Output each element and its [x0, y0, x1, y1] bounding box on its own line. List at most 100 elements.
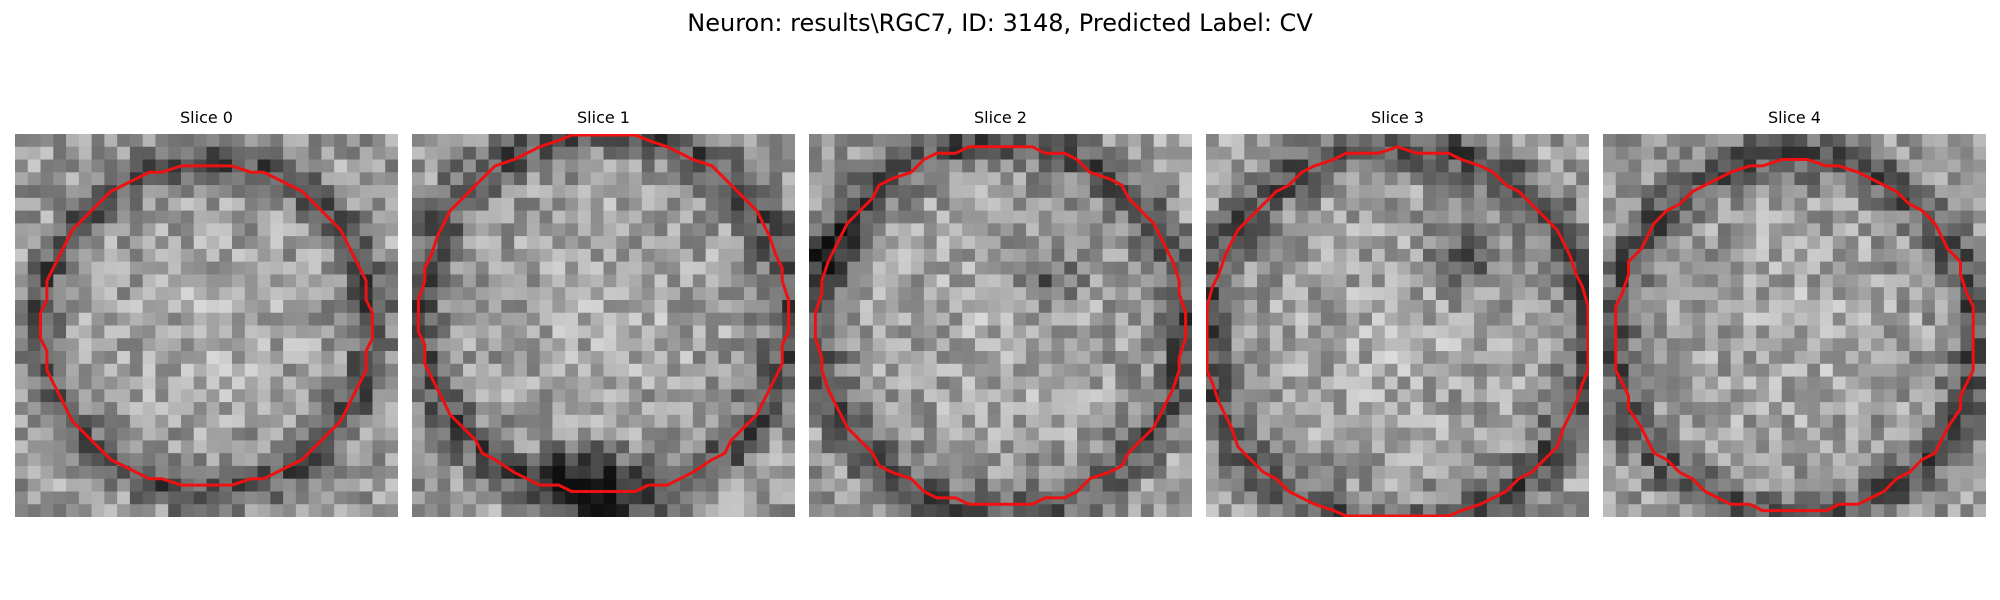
image-pixel [334, 389, 348, 403]
image-pixel [270, 159, 284, 173]
image-pixel [974, 261, 989, 275]
image-pixel [1423, 223, 1437, 237]
image-pixel [526, 274, 541, 288]
image-pixel [232, 363, 246, 377]
image-pixel [488, 478, 502, 492]
image-pixel [1960, 248, 1974, 263]
image-pixel [782, 159, 795, 173]
image-pixel [1128, 172, 1142, 186]
image-pixel [743, 440, 758, 454]
image-pixel [1794, 261, 1808, 275]
image-pixel [1064, 325, 1078, 339]
image-pixel [1883, 414, 1898, 429]
image-pixel [40, 210, 54, 224]
image-pixel [1461, 134, 1475, 148]
image-pixel [372, 338, 386, 352]
image-pixel [321, 465, 335, 480]
image-pixel [1525, 376, 1539, 390]
image-pixel [1384, 453, 1398, 467]
image-pixel [1692, 465, 1706, 480]
image-pixel [743, 427, 758, 441]
image-pixel [654, 287, 668, 301]
image-pixel [1423, 261, 1437, 275]
image-pixel [1550, 299, 1564, 314]
image-pixel [1206, 210, 1220, 224]
image-pixel [168, 427, 182, 441]
image-pixel [603, 172, 617, 186]
image-pixel [1038, 440, 1052, 454]
image-pixel [1845, 210, 1859, 224]
image-pixel [1000, 389, 1014, 403]
image-pixel [1525, 274, 1539, 288]
image-pixel [769, 287, 783, 301]
image-pixel [936, 248, 950, 263]
image-pixel [603, 440, 617, 454]
image-pixel [769, 299, 783, 314]
image-pixel [1563, 299, 1577, 314]
image-pixel [1051, 236, 1065, 250]
image-pixel [1730, 338, 1744, 352]
image-pixel [603, 338, 617, 352]
image-pixel [1359, 427, 1373, 441]
image-pixel [78, 223, 92, 237]
image-pixel [1140, 478, 1155, 492]
image-pixel [1461, 491, 1475, 505]
image-pixel [1743, 210, 1757, 224]
image-pixel [424, 465, 438, 480]
image-pixel [1153, 287, 1167, 301]
image-pixel [603, 274, 617, 288]
image-pixel [987, 185, 1001, 199]
image-pixel [1089, 325, 1104, 339]
image-pixel [206, 172, 220, 186]
image-pixel [718, 376, 732, 390]
image-pixel [1973, 440, 1986, 454]
image-pixel [552, 223, 566, 237]
image-pixel [359, 172, 373, 186]
image-pixel [1756, 491, 1770, 505]
image-pixel [1153, 363, 1167, 377]
image-pixel [1615, 299, 1629, 314]
image-pixel [1947, 465, 1961, 480]
image-pixel [168, 363, 182, 377]
image-pixel [412, 159, 426, 173]
image-pixel [526, 414, 541, 429]
image-pixel [1512, 159, 1526, 173]
image-pixel [1717, 414, 1732, 429]
image-pixel [1333, 325, 1347, 339]
image-pixel [1666, 274, 1680, 288]
image-pixel [1537, 261, 1552, 275]
image-pixel [667, 159, 681, 173]
image-pixel [437, 248, 451, 263]
image-pixel [1089, 478, 1104, 492]
image-pixel [1384, 376, 1398, 390]
image-pixel [962, 351, 976, 365]
image-pixel [117, 325, 131, 339]
image-pixel [1717, 223, 1732, 237]
image-pixel [412, 261, 426, 275]
image-pixel [911, 491, 925, 505]
image-pixel [821, 287, 835, 301]
image-pixel [603, 299, 617, 314]
image-pixel [821, 312, 835, 326]
image-pixel [1679, 402, 1693, 416]
image-pixel [257, 223, 271, 237]
image-pixel [949, 453, 963, 467]
image-pixel [1615, 465, 1629, 480]
image-pixel [1537, 185, 1552, 199]
image-pixel [66, 363, 80, 377]
image-pixel [1013, 172, 1027, 186]
image-pixel [232, 351, 246, 365]
image-pixel [718, 389, 732, 403]
image-pixel [206, 402, 220, 416]
image-pixel [385, 325, 398, 339]
image-pixel [1666, 402, 1680, 416]
image-pixel [1295, 134, 1309, 148]
image-pixel [1820, 325, 1834, 339]
image-pixel [1282, 197, 1296, 211]
image-pixel [385, 248, 398, 263]
image-pixel [743, 325, 758, 339]
image-pixel [219, 504, 233, 517]
image-pixel [769, 440, 783, 454]
image-pixel [66, 185, 80, 199]
image-pixel [809, 248, 823, 263]
